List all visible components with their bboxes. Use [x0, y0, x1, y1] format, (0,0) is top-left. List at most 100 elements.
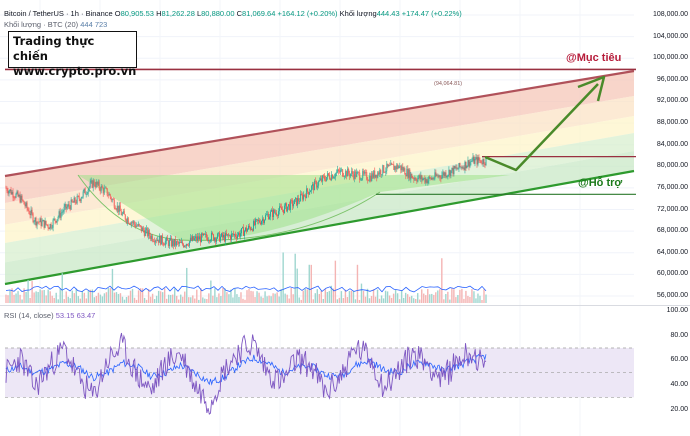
candle-body — [223, 235, 224, 238]
volume-bar — [350, 290, 353, 303]
candle-body — [460, 166, 462, 168]
volume-bar — [135, 299, 138, 303]
candle-body — [454, 166, 456, 169]
candle-body — [114, 207, 116, 210]
candle-body — [464, 161, 466, 170]
volume-bar — [167, 294, 170, 303]
candle-body — [366, 172, 368, 180]
candle-body — [193, 238, 195, 241]
volume-bar — [276, 292, 278, 303]
candle-body — [104, 187, 106, 189]
volume-bar — [107, 288, 110, 303]
candle-body — [334, 176, 336, 178]
candle-body — [414, 178, 416, 180]
candle-body — [291, 200, 293, 201]
volume-bar — [51, 295, 53, 303]
volume-bar — [376, 289, 379, 303]
volume-bar — [368, 298, 371, 303]
volume-bar — [412, 298, 415, 303]
candle-body — [321, 178, 323, 182]
candle-body — [189, 237, 191, 242]
candle-body — [38, 221, 40, 223]
close-label: C — [236, 9, 243, 18]
volume-bars — [5, 252, 487, 303]
volume-bar — [421, 289, 423, 303]
candle-body — [344, 176, 346, 177]
rsi-label[interactable]: RSI (14, close) — [4, 311, 54, 320]
candle-body — [392, 164, 394, 165]
candle-body — [204, 233, 206, 235]
candle-body — [23, 200, 25, 205]
candle-body — [152, 240, 154, 242]
candle-body — [113, 199, 115, 208]
candle-body — [275, 212, 277, 214]
candle-body — [68, 204, 70, 207]
volume-bar — [338, 297, 341, 303]
candle-body — [29, 213, 31, 216]
candle-body — [269, 216, 270, 220]
candle-body — [88, 187, 90, 190]
candle-body — [228, 234, 229, 236]
candle-body — [60, 212, 62, 218]
volume-bar — [388, 295, 391, 303]
candle-body — [399, 165, 401, 167]
volume-bar — [129, 290, 132, 303]
volume-bar — [370, 296, 373, 303]
candle-body — [365, 172, 367, 173]
candle-body — [476, 157, 478, 165]
candle-body — [372, 173, 374, 178]
candle-body — [39, 218, 41, 223]
price-axis-label: 56,000.00 — [656, 292, 688, 299]
candle-body — [58, 211, 60, 217]
candle-body — [125, 219, 127, 223]
candle-body — [5, 187, 7, 189]
volume-ma-label[interactable]: Khối lượng · BTC (20) — [4, 20, 79, 29]
candle-body — [343, 176, 345, 177]
candle-body — [142, 227, 144, 231]
candle-body — [282, 209, 284, 211]
volume-bar — [182, 296, 184, 303]
volume-bar — [429, 294, 431, 303]
candle-body — [201, 233, 203, 236]
volume-bar — [208, 293, 210, 303]
price-axis-label: 100,000.00 — [652, 54, 688, 62]
candle-body — [89, 182, 91, 188]
volume-ma-value-1: 444 — [80, 20, 93, 29]
candle-body — [178, 242, 180, 244]
symbol-name[interactable]: Bitcoin / TetherUS · 1h · Binance — [4, 9, 113, 18]
volume-bar — [298, 297, 300, 303]
candle-body — [159, 235, 161, 245]
candle-body — [478, 157, 480, 161]
candle-body — [333, 177, 335, 179]
candle-body — [213, 237, 215, 241]
candle-body — [40, 218, 42, 226]
volume-bar — [127, 295, 130, 303]
candle-body — [276, 212, 278, 216]
candle-body — [235, 234, 236, 237]
volume-bar — [348, 291, 351, 303]
channel-upper-line — [4, 69, 635, 178]
volume-bar — [145, 299, 148, 303]
candle-body — [196, 236, 198, 241]
candle-body — [335, 173, 337, 177]
volume-bar — [455, 297, 457, 303]
candle-body — [329, 175, 331, 179]
volume-bar — [334, 260, 337, 303]
candle-body — [438, 175, 440, 177]
candle-body — [362, 171, 364, 179]
volume-bar — [380, 295, 383, 303]
volume-bar — [410, 295, 413, 303]
candle-body — [62, 211, 64, 213]
candle-body — [385, 170, 387, 173]
candle-body — [20, 195, 22, 203]
candle-body — [484, 164, 486, 165]
volume-label: Khối lượng — [339, 9, 377, 18]
candle-body — [21, 195, 23, 200]
volume-bar — [37, 292, 39, 303]
volume-bar — [473, 291, 475, 303]
candle-body — [481, 162, 483, 164]
volume-bar — [123, 299, 126, 303]
candle-body — [28, 210, 30, 214]
candle-body — [128, 223, 130, 224]
